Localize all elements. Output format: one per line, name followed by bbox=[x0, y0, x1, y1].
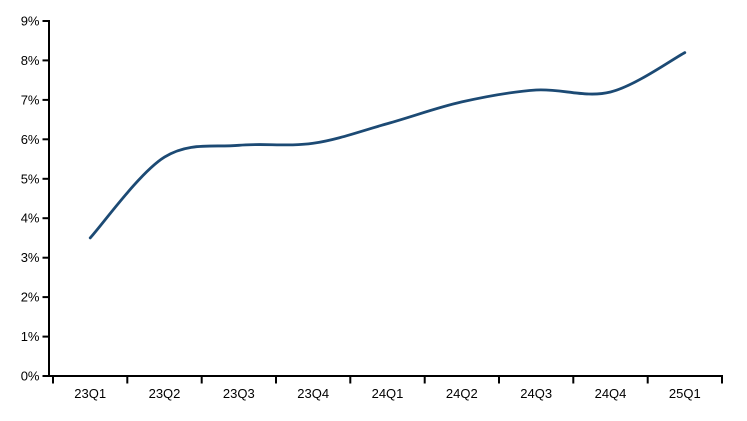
y-tick-label: 1% bbox=[21, 329, 40, 344]
y-tick-label: 9% bbox=[21, 14, 40, 29]
y-tick-label: 7% bbox=[21, 92, 40, 107]
y-tick-label: 2% bbox=[21, 290, 40, 305]
x-tick-label: 23Q4 bbox=[297, 386, 329, 401]
x-tick-label: 23Q3 bbox=[223, 386, 255, 401]
y-tick-label: 0% bbox=[21, 369, 40, 384]
x-tick-label: 24Q3 bbox=[520, 386, 552, 401]
series-line bbox=[88, 51, 687, 240]
x-tick-label: 24Q2 bbox=[446, 386, 478, 401]
x-tick-label: 23Q2 bbox=[149, 386, 181, 401]
y-tick-label: 6% bbox=[21, 132, 40, 147]
x-tick-label: 23Q1 bbox=[74, 386, 106, 401]
y-tick-label: 8% bbox=[21, 53, 40, 68]
x-tick-label: 24Q4 bbox=[595, 386, 627, 401]
y-tick-label: 3% bbox=[21, 250, 40, 265]
x-tick-label: 24Q1 bbox=[372, 386, 404, 401]
y-tick-label: 5% bbox=[21, 171, 40, 186]
y-tick-label: 4% bbox=[21, 211, 40, 226]
x-tick-label: 25Q1 bbox=[669, 386, 701, 401]
